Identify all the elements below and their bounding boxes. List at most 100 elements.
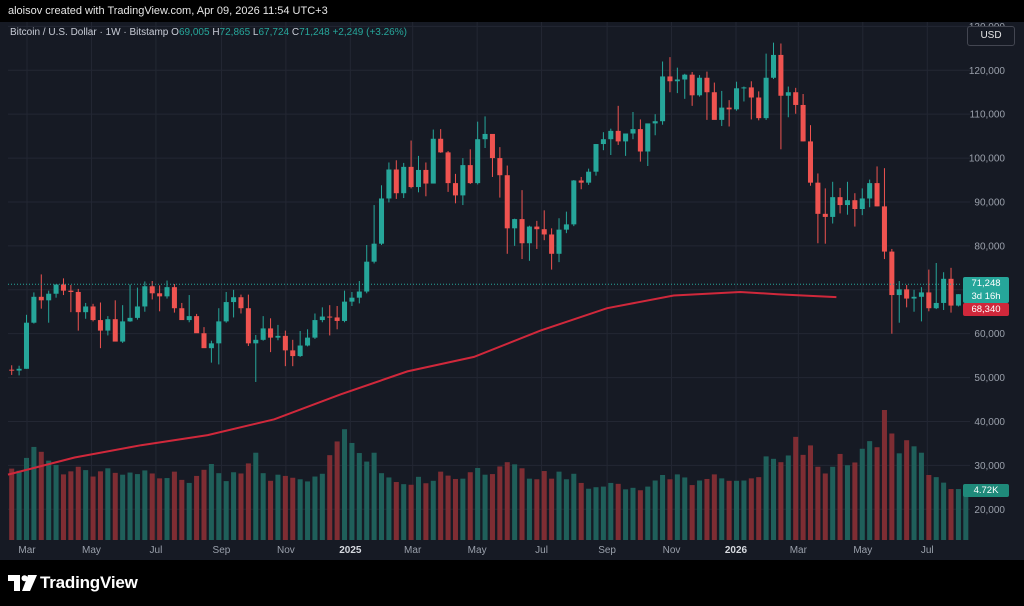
open-label: O [171,27,179,38]
time-tick-label: 2025 [339,545,362,556]
candle-body [697,77,703,96]
candle-body [386,169,392,199]
volume-bar [16,470,22,540]
volume-bar [608,482,614,540]
candle-body [290,350,296,357]
volume-bar [216,473,222,540]
currency-button[interactable]: USD [967,26,1015,46]
candle-body [305,337,311,346]
candle-body [578,180,584,183]
candle-body [97,320,103,331]
candle-body [460,165,466,196]
price-axis[interactable]: 20,00030,00040,00050,00060,00070,00080,0… [969,22,1006,516]
volume-bar [489,474,495,540]
volume-bar [460,478,466,540]
volume-bar [60,474,66,540]
volume-bar [667,479,673,540]
price-tick-label: 110,000 [970,110,1006,121]
volume-bar [401,484,407,540]
volume-bar [615,483,621,540]
chart-frame[interactable]: 20,00030,00040,00050,00060,00070,00080,0… [0,22,1024,560]
volume-bar [253,452,259,540]
candle-body [674,79,680,82]
volume-bar [748,478,754,540]
candle-body [186,316,192,321]
volume-bar [652,480,658,540]
volume-bar [319,473,325,540]
candle-body [452,183,458,196]
candle-body [253,339,259,344]
candle-body [911,296,917,299]
volume-bar [46,460,52,540]
candle-body [904,289,910,299]
volume-bar [593,487,599,540]
candle-body [393,169,399,194]
volume-bars [9,410,969,540]
volume-bar [674,474,680,540]
volume-bar [541,471,547,540]
time-tick-label: Nov [663,545,681,556]
symbol-legend: Bitcoin / U.S. Dollar · 1W · Bitstamp O6… [10,27,407,38]
volume-bar [231,472,237,540]
volume-bar [393,482,399,540]
candle-body [415,169,422,188]
candle-body [31,296,37,323]
volume-bar [852,462,858,540]
volume-bar [630,487,636,540]
candle-body [319,316,325,321]
candle-body [941,278,947,303]
candle-body [68,290,74,292]
time-tick-label: Mar [404,545,422,556]
volume-bar [549,478,555,540]
volume-bar [371,452,377,540]
candle-body [282,335,288,351]
candle-body [467,165,473,184]
ma-value-tag: 68,340 [963,303,1009,317]
volume-bar [793,436,799,540]
volume-bar [881,410,887,540]
candle-body [201,333,207,349]
header-bar: aloisov created with TradingView.com, Ap… [0,0,1024,22]
volume-bar [53,464,59,540]
volume-bar [408,484,414,540]
candle-body [497,158,503,176]
volume-bar [327,455,333,540]
volume-bar [334,441,340,540]
volume-bar [179,479,185,540]
candle-body [430,138,436,184]
volume-bar [23,457,30,540]
moving-average-line [7,290,837,476]
candle-body [881,206,887,252]
candle-body [593,144,599,172]
time-tick-label: Sep [213,545,231,556]
candle-body [556,229,562,254]
candle-body [268,328,274,338]
price-chart[interactable]: 20,00030,00040,00050,00060,00070,00080,0… [0,22,1024,560]
volume-tag: 4.72K [963,484,1009,498]
close-value: 71,248 [299,27,330,38]
candle-body [157,293,163,297]
time-tick-label: Jul [535,545,548,556]
price-tick-label: 20,000 [974,505,1005,516]
candlesticks [9,42,969,382]
last-price-tag: 71,248 [963,277,1009,291]
volume-bar [756,477,762,540]
volume-bar [90,476,96,540]
tradingview-brand-text[interactable]: TradingView [40,573,138,592]
volume-bar [290,477,296,540]
volume-bar [963,486,969,540]
candle-body [741,87,747,89]
volume-bar [164,478,170,540]
volume-bar [623,489,629,540]
volume-bar [497,466,503,540]
volume-bar [120,474,126,540]
candle-body [423,169,429,184]
volume-bar [482,474,488,540]
candle-body [334,317,340,321]
time-axis[interactable]: Mar May Jul Sep Nov 2025 Mar May Jul Sep Nov 2026 Ma… [18,545,933,556]
tradingview-logo-icon[interactable] [8,575,38,591]
volume-bar [445,475,451,540]
candle-body [859,198,865,210]
volume-bar [519,468,525,540]
candle-body [179,308,185,321]
